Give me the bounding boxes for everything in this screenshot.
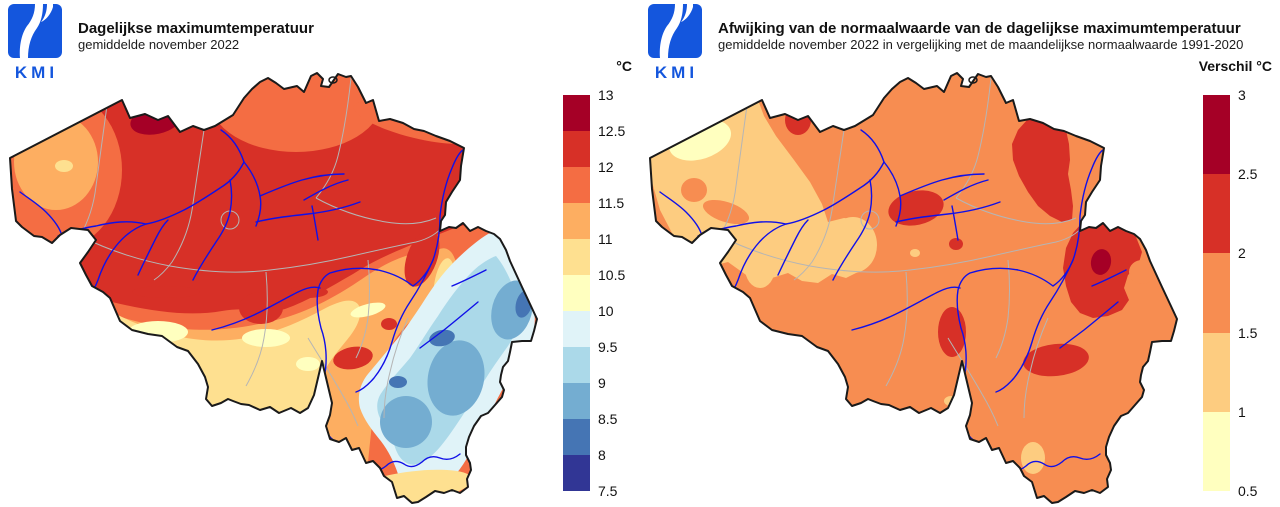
colorbar-tick-label: 10.5: [598, 267, 626, 283]
colorbar-segment: [563, 455, 590, 491]
colorbar-segment: [563, 203, 590, 239]
colorbar-tick-label: 11.5: [598, 195, 625, 211]
kmi-logo: KMI: [6, 4, 64, 81]
colorbar-segment: [563, 311, 590, 347]
colorbar-tick-label: 11: [598, 231, 613, 247]
kmi-logo: KMI: [646, 4, 704, 81]
colorbar-segment: [563, 347, 590, 383]
temperature-field: [10, 73, 537, 503]
colorbar-tick-label: 1.5: [1238, 324, 1258, 341]
colorbar-tick-label: 7.5: [598, 483, 618, 499]
anomaly-field: [650, 73, 1177, 503]
colorbar-segment: [563, 131, 590, 167]
colorbar-tick-label: 8.5: [598, 411, 618, 427]
colorbar-tick-label: 2: [1238, 245, 1246, 262]
baarle-hertog-enclave: [968, 76, 978, 84]
map-title: Afwijking van de normaalwaarde van de da…: [718, 20, 1241, 38]
colorbar-segment: [563, 239, 590, 275]
colorbar-tick-label: 3: [1238, 87, 1246, 103]
map-title: Dagelijkse maximumtemperatuur: [78, 20, 314, 38]
colorbar-unit-label: Verschil °C: [1198, 58, 1272, 74]
colorbar-anomaly: [1203, 95, 1230, 492]
panel-anomaly: KMI Afwijking van de normaalwaarde van d…: [640, 0, 1280, 507]
kmi-logo-text: KMI: [654, 63, 699, 82]
colorbar-segment: [1203, 332, 1230, 412]
panel-temperature: KMI Dagelijkse maximumtemperatuur gemidd…: [6, 4, 632, 504]
colorbar-tick-label: 13: [598, 87, 614, 103]
colorbar-segment: [563, 419, 590, 455]
baarle-hertog-enclave: [328, 76, 338, 84]
colorbar-segment: [1203, 95, 1230, 175]
kmi-logo-icon: [8, 4, 62, 58]
kmi-logo-icon: [648, 4, 702, 58]
colorbar-segment: [1203, 411, 1230, 492]
colorbar-tick-label: 9.5: [598, 339, 618, 355]
colorbar-tick-label: 0.5: [1238, 483, 1258, 499]
colorbar-segment: [563, 167, 590, 203]
belgium-temperature-map: [9, 72, 538, 504]
colorbar-tick-label: 9: [598, 375, 606, 391]
colorbar-segment: [563, 383, 590, 419]
colorbar-temperature: [563, 95, 590, 491]
map-subtitle: gemiddelde november 2022: [78, 37, 240, 52]
colorbar-unit-label: °C: [616, 58, 632, 74]
colorbar-segment: [563, 275, 590, 311]
colorbar-segment: [563, 95, 590, 131]
belgium-anomaly-map: [649, 72, 1178, 504]
colorbar-tick-label: 10: [598, 303, 614, 319]
colorbar-segment: [1203, 174, 1230, 254]
kmi-logo-text: KMI: [14, 63, 59, 82]
colorbar-tick-label: 1: [1238, 403, 1246, 420]
colorbar-tick-label: 8: [598, 447, 606, 463]
colorbar-segment: [1203, 253, 1230, 333]
colorbar-tick-label: 12: [598, 159, 614, 175]
colorbar-tick-label: 2.5: [1238, 166, 1258, 183]
map-subtitle: gemiddelde november 2022 in vergelijking…: [718, 37, 1244, 52]
colorbar-tick-label: 12.5: [598, 123, 626, 139]
